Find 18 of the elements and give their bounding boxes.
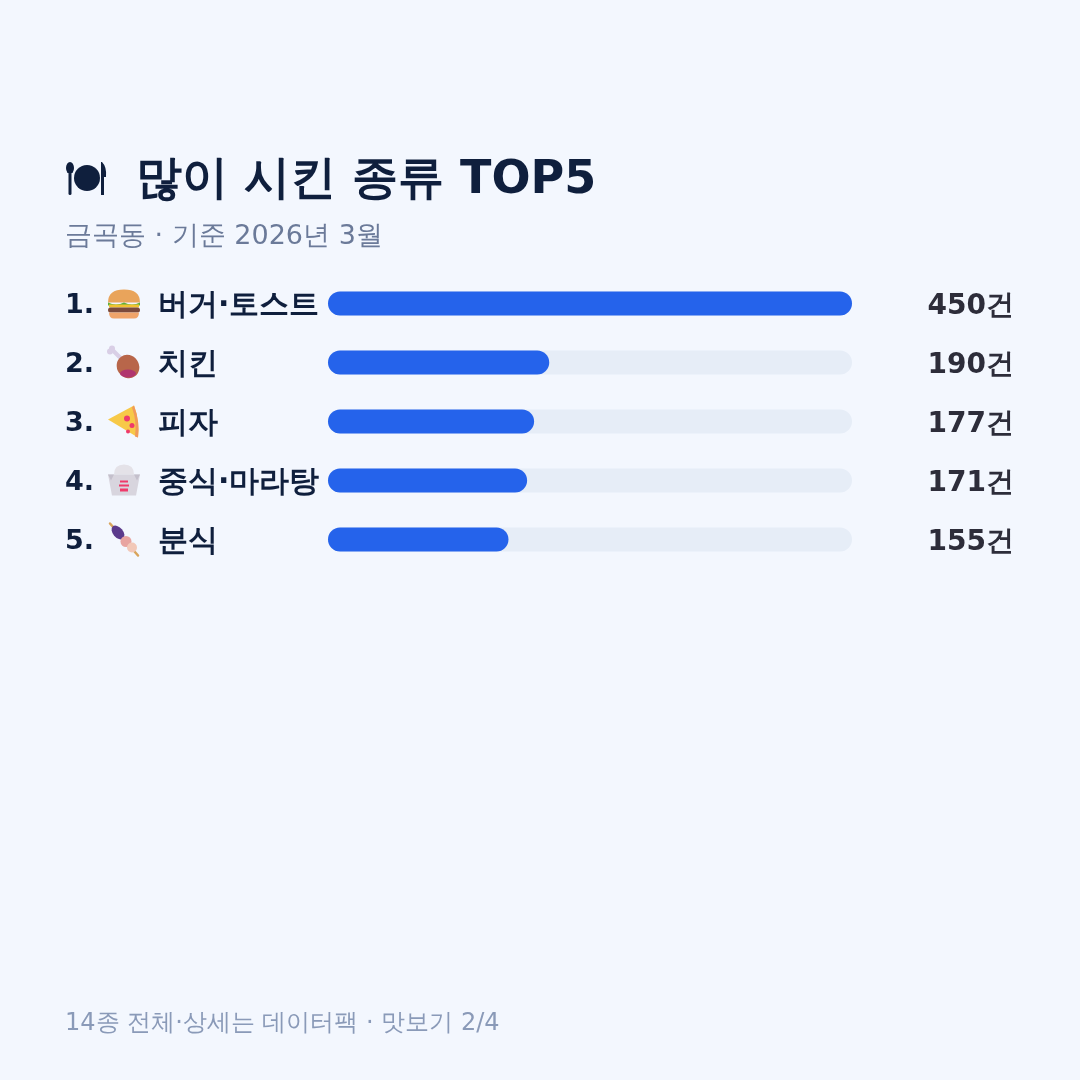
text: 1. (65, 288, 95, 320)
text: 3. (65, 406, 95, 438)
chart-subtitle: 금곡동 · 기준 2026년 3월 (65, 219, 383, 250)
data-label: 177건 (927, 405, 1014, 439)
data-label: 155건 (927, 523, 1014, 557)
data-label: 450건 (927, 287, 1014, 321)
text: 2. (65, 347, 95, 379)
text: 4. (65, 465, 95, 497)
y-tick-label: 치킨 (158, 345, 218, 381)
y-tick-label: 분식 (158, 522, 218, 558)
y-tick-label: 중식·마라탕 (158, 463, 320, 499)
text: 14종 전체·상세는 데이터팩 · 맛보기 2/4 (65, 1008, 500, 1036)
chart-title: 많이 시킨 종류 TOP5 (136, 150, 597, 204)
y-tick-label: 버거·토스트 (158, 286, 320, 322)
data-label: 190건 (927, 346, 1014, 380)
data-label: 171건 (927, 464, 1014, 498)
y-tick-label: 피자 (158, 404, 218, 440)
text: 5. (65, 524, 95, 556)
